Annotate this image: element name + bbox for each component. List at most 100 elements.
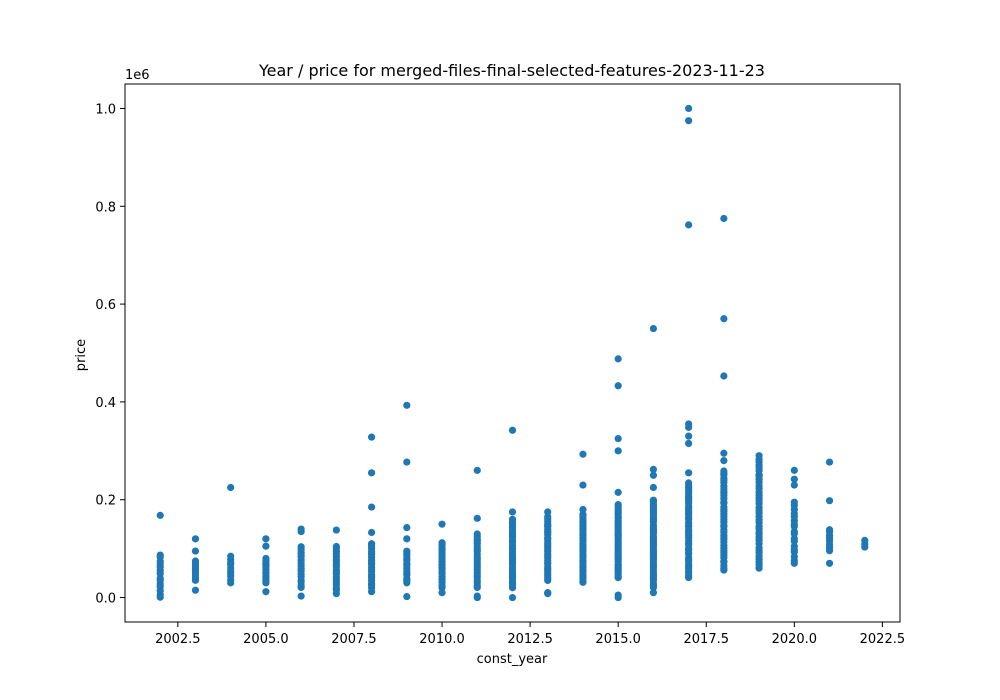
data-point: [403, 458, 411, 466]
data-points: [156, 104, 869, 602]
x-tick-label: 2012.5: [507, 632, 553, 647]
plot-frame: [124, 83, 901, 623]
data-point: [508, 426, 517, 434]
data-point: [403, 401, 411, 409]
data-point: [790, 527, 798, 536]
data-point: [755, 452, 763, 460]
data-point: [861, 536, 869, 544]
y-axis-label: price: [74, 339, 89, 371]
data-point: [227, 552, 235, 560]
data-point: [720, 214, 728, 223]
data-point: [438, 520, 446, 528]
x-tick-label: 2017.5: [684, 632, 730, 647]
data-point: [579, 505, 587, 514]
data-point: [825, 458, 834, 466]
x-tick-label: 2007.5: [331, 632, 377, 647]
data-point: [790, 466, 798, 474]
data-point: [685, 117, 693, 125]
data-point: [614, 434, 622, 443]
data-point: [649, 465, 658, 474]
data-point: [790, 498, 798, 506]
data-point: [614, 355, 622, 363]
y-axis-ticks: 0.0 0.2 0.4 0.6 0.8 1.0: [95, 102, 125, 607]
data-point: [790, 553, 798, 561]
data-point: [649, 483, 658, 492]
data-point: [544, 589, 552, 597]
x-tick-label: 2005.0: [243, 632, 289, 647]
data-point: [191, 557, 200, 565]
x-tick-label: 2015.0: [595, 632, 641, 647]
data-point: [790, 475, 798, 483]
data-point: [649, 324, 658, 333]
data-point: [508, 508, 517, 516]
x-tick-label: 2022.5: [860, 632, 906, 647]
data-point: [367, 503, 376, 511]
data-point: [508, 593, 517, 602]
data-point: [649, 496, 658, 504]
chart-title: Year / price for merged-files-final-sele…: [258, 61, 765, 80]
data-point: [685, 469, 693, 477]
data-point: [332, 526, 340, 534]
data-point: [367, 540, 376, 548]
x-axis-ticks: 2002.5 2005.0 2007.5 2010.0 2012.5 2015.0 2017…: [155, 622, 905, 647]
data-point: [825, 559, 834, 567]
data-point: [685, 420, 693, 428]
data-point: [790, 542, 798, 550]
data-point: [614, 591, 622, 599]
data-point: [156, 551, 164, 559]
data-point: [367, 528, 376, 537]
data-point: [403, 547, 411, 555]
data-point: [508, 515, 517, 523]
data-point: [191, 535, 200, 543]
data-point: [332, 542, 340, 551]
y-tick-label: 1.0: [95, 102, 116, 117]
data-point: [649, 471, 658, 479]
data-point: [614, 488, 622, 496]
data-point: [685, 439, 693, 448]
data-point: [720, 467, 728, 475]
data-point: [403, 535, 411, 543]
x-tick-label: 2010.0: [419, 632, 465, 647]
data-point: [685, 221, 693, 229]
data-point: [720, 372, 728, 380]
x-tick-label: 2002.5: [155, 632, 201, 647]
data-point: [227, 483, 235, 492]
y-tick-label: 0.8: [95, 200, 116, 215]
data-point: [473, 466, 481, 474]
data-point: [649, 589, 658, 597]
data-point: [191, 586, 200, 594]
data-point: [262, 588, 270, 596]
y-tick-label: 0.0: [95, 592, 116, 607]
data-point: [825, 497, 834, 505]
data-point: [297, 592, 305, 600]
data-point: [579, 481, 587, 489]
data-point: [297, 525, 305, 533]
data-point: [262, 554, 270, 563]
y-axis-offset-label: 1e6: [125, 68, 150, 83]
data-point: [790, 481, 798, 489]
data-point: [720, 457, 728, 465]
data-point: [191, 547, 200, 555]
y-tick-label: 0.4: [95, 396, 116, 411]
data-point: [614, 382, 622, 390]
data-point: [403, 524, 411, 532]
data-point: [614, 501, 622, 509]
data-point: [473, 592, 481, 600]
data-point: [297, 543, 305, 551]
data-point: [367, 588, 376, 596]
data-point: [332, 590, 340, 598]
data-point: [825, 526, 834, 534]
data-point: [367, 433, 376, 441]
data-point: [720, 315, 728, 323]
y-tick-label: 0.6: [95, 298, 116, 313]
data-point: [614, 447, 622, 455]
data-point: [367, 469, 376, 477]
x-tick-label: 2020.0: [772, 632, 818, 647]
data-point: [262, 542, 270, 550]
data-point: [473, 530, 481, 538]
data-point: [685, 432, 693, 440]
data-point: [156, 511, 164, 519]
y-tick-label: 0.2: [95, 494, 116, 509]
data-point: [438, 589, 446, 597]
